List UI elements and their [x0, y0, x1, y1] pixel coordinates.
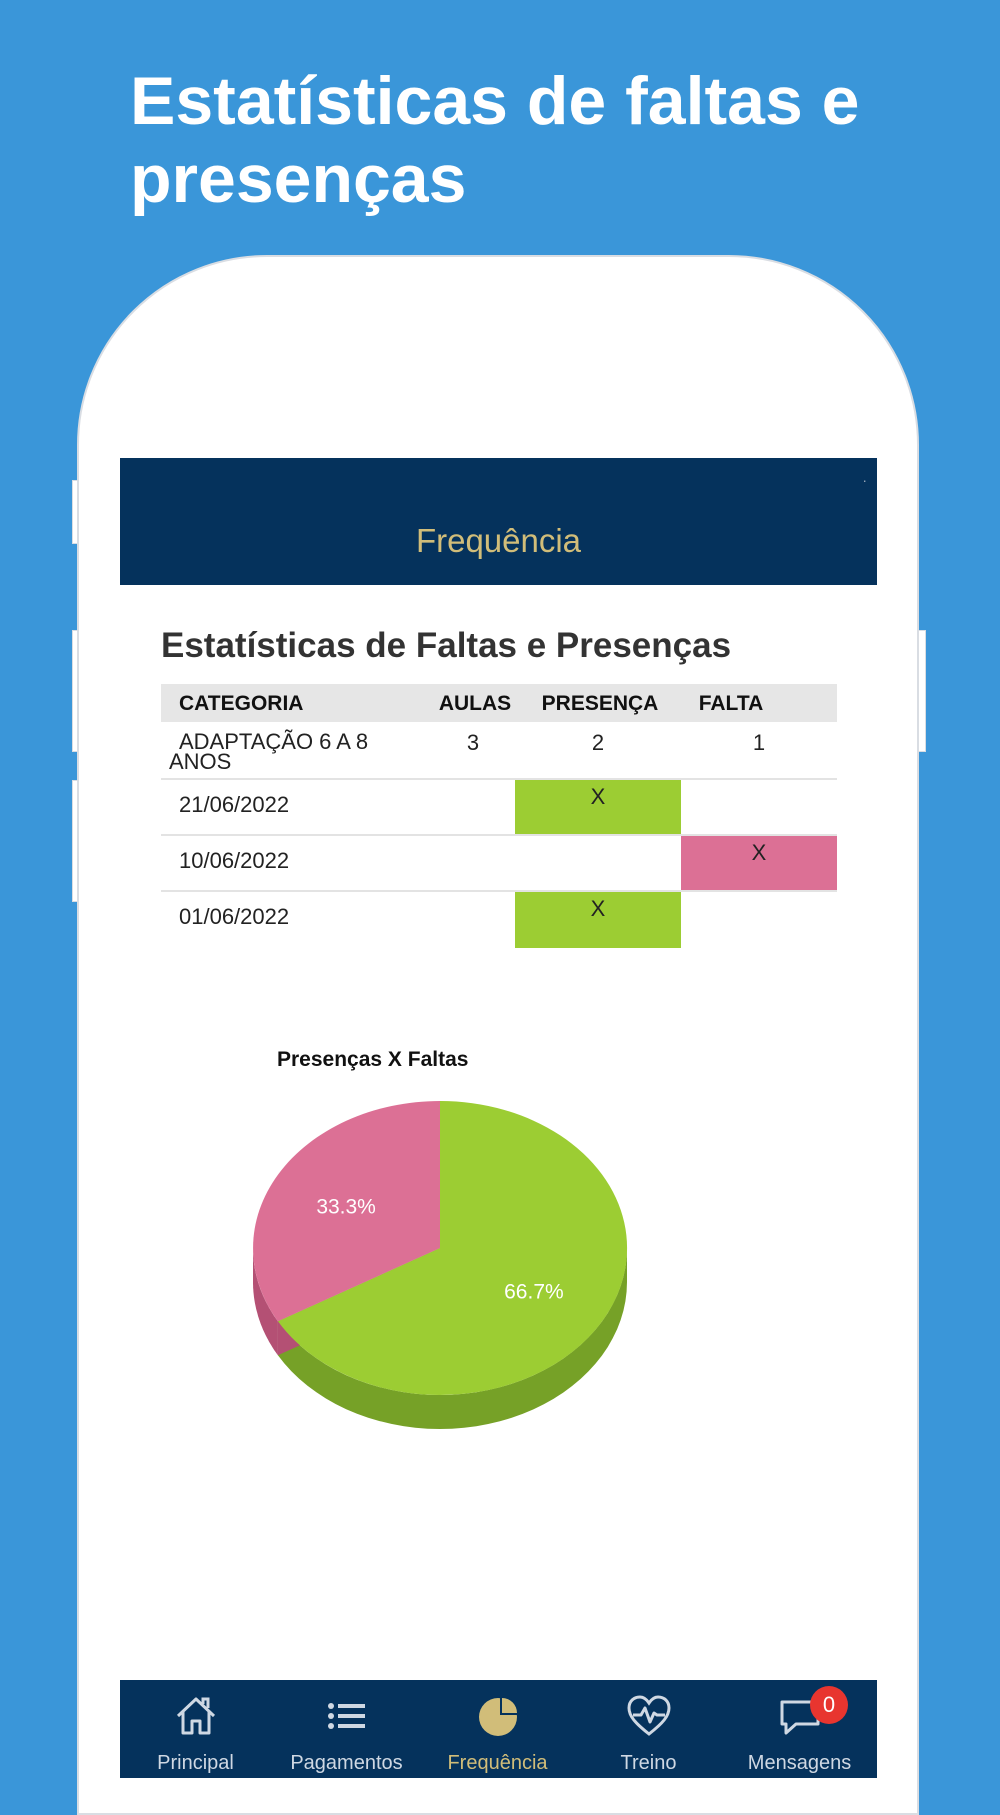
tab-bar: Principal Pagamentos Frequência Treino [120, 1680, 877, 1778]
table-row: 01/06/2022 X [161, 892, 837, 948]
absence-mark [681, 780, 837, 834]
table-row: 21/06/2022 X [161, 780, 837, 836]
attendance-table: CATEGORIA AULAS PRESENÇA FALTA ADAPTAÇÃO… [161, 684, 837, 948]
pie-chart: 66.7% 33.3% [240, 1098, 640, 1478]
pie-slice-label: 66.7% [504, 1281, 564, 1304]
chart-title: Presenças X Faltas [277, 1048, 468, 1072]
column-header-presenca: PRESENÇA [525, 684, 675, 722]
column-header-categoria: CATEGORIA [179, 684, 419, 722]
column-header-aulas: AULAS [425, 684, 525, 722]
tab-pagamentos[interactable]: Pagamentos [271, 1680, 422, 1778]
list-icon [323, 1692, 371, 1740]
tab-label: Frequência [422, 1752, 573, 1775]
message-count-badge: 0 [810, 1686, 848, 1724]
summary-category: ADAPTAÇÃO 6 A 8 ANOS [169, 724, 409, 778]
pie-chart-icon [474, 1692, 522, 1740]
app-screen: · Frequência Estatísticas de Faltas e Pr… [120, 458, 877, 1778]
presence-mark [515, 836, 681, 890]
summary-category-line2: ANOS [169, 752, 409, 772]
presence-mark: X [515, 780, 681, 834]
table-header: CATEGORIA AULAS PRESENÇA FALTA [161, 684, 837, 724]
row-date: 21/06/2022 [179, 780, 419, 834]
tab-principal[interactable]: Principal [120, 1680, 271, 1778]
row-date: 01/06/2022 [179, 892, 419, 948]
tab-treino[interactable]: Treino [573, 1680, 724, 1778]
summary-falta: 1 [681, 724, 837, 778]
summary-row: ADAPTAÇÃO 6 A 8 ANOS 3 2 1 [161, 724, 837, 780]
absence-mark [681, 892, 837, 948]
table-row: 10/06/2022 X [161, 836, 837, 892]
tab-label: Principal [120, 1752, 271, 1775]
summary-presenca: 2 [515, 724, 681, 778]
tab-mensagens[interactable]: 0 Mensagens [724, 1680, 875, 1778]
heartbeat-icon [625, 1692, 673, 1740]
promo-title: Estatísticas de faltas e presenças [130, 62, 950, 218]
tab-label: Mensagens [724, 1752, 875, 1775]
row-date: 10/06/2022 [179, 836, 419, 890]
tab-label: Pagamentos [271, 1752, 422, 1775]
pie-slice-label: 33.3% [316, 1195, 376, 1218]
tab-frequencia[interactable]: Frequência [422, 1680, 573, 1778]
section-title: Estatísticas de Faltas e Presenças [161, 626, 731, 666]
home-icon [172, 1692, 220, 1740]
app-header: · Frequência [120, 458, 877, 585]
tab-label: Treino [573, 1752, 724, 1775]
summary-aulas: 3 [421, 724, 525, 778]
header-title: Frequência [120, 522, 877, 560]
column-header-falta: FALTA [681, 684, 781, 722]
absence-mark: X [681, 836, 837, 890]
presence-mark: X [515, 892, 681, 948]
status-dot: · [862, 472, 867, 488]
